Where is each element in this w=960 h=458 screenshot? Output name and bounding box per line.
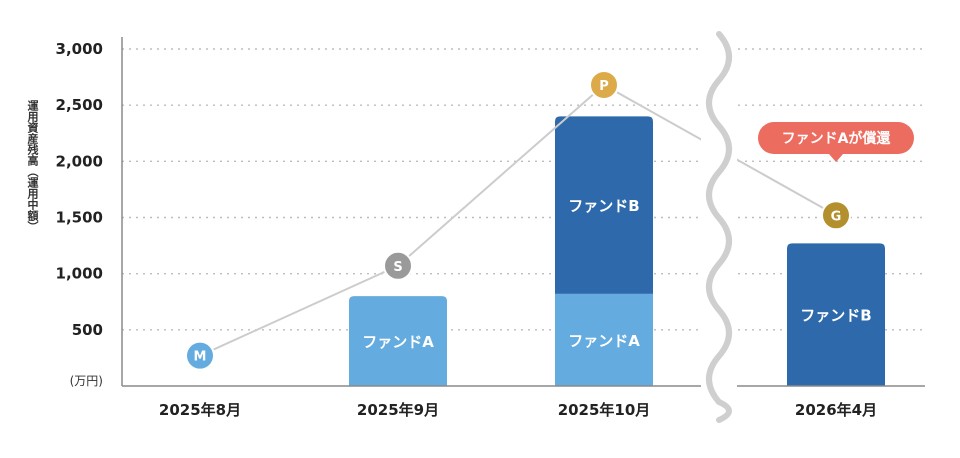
axis-break — [701, 30, 737, 423]
x-category-label: 2025年10月 — [558, 401, 651, 419]
bar-segment — [787, 243, 885, 386]
trend-line — [199, 83, 837, 357]
callout-text: ファンドAが償還 — [782, 130, 892, 147]
point-marker — [821, 200, 851, 231]
y-axis-label-container: 運用資産残高（運用中額） — [26, 100, 46, 330]
y-tick-label: 1,500 — [56, 209, 103, 227]
bar-segment-label: ファンドA — [362, 333, 434, 351]
x-category-labels: 2025年8月 2025年9月 2025年10月 2026年4月 — [159, 401, 877, 419]
bars: ファンドA ファンドA ファンドB ファンドB — [349, 116, 885, 386]
point-marker — [589, 69, 619, 100]
y-tick-label: 1,000 — [56, 265, 103, 283]
x-category-label: 2025年9月 — [357, 401, 439, 419]
y-unit-label: (万円) — [70, 374, 103, 388]
bar-segment — [349, 296, 447, 386]
point-marker-label: M — [194, 350, 207, 365]
axis-break-wave — [706, 31, 732, 423]
y-tick-label: 500 — [72, 321, 103, 339]
y-tick-label: 3,000 — [56, 40, 103, 58]
trend-line-path — [199, 83, 837, 357]
point-markers: M S P G — [185, 69, 851, 371]
point-marker — [383, 250, 413, 281]
point-marker-label: P — [599, 79, 609, 94]
callout-bubble — [758, 122, 914, 162]
bar-segment — [555, 116, 653, 294]
y-axis-label: 運用資産残高（運用中額） — [26, 100, 39, 232]
bar-segment — [555, 293, 653, 386]
axis-break-gap — [701, 30, 737, 422]
x-category-label: 2025年8月 — [159, 401, 241, 419]
bar-segment-label: ファンドA — [568, 332, 640, 350]
y-tick-labels: 500 1,000 1,500 2,000 2,500 3,000 (万円) — [56, 40, 103, 388]
point-marker-label: G — [831, 209, 842, 224]
bar-segment-label: ファンドB — [800, 307, 871, 325]
x-category-label: 2026年4月 — [795, 401, 877, 419]
bar-segment-label: ファンドB — [568, 197, 639, 215]
y-tick-label: 2,000 — [56, 152, 103, 170]
y-tick-label: 2,500 — [56, 96, 103, 114]
point-marker-label: S — [393, 260, 402, 275]
annotation-callout: ファンドAが償還 — [758, 122, 914, 162]
axes — [121, 37, 925, 387]
point-marker — [185, 340, 215, 371]
